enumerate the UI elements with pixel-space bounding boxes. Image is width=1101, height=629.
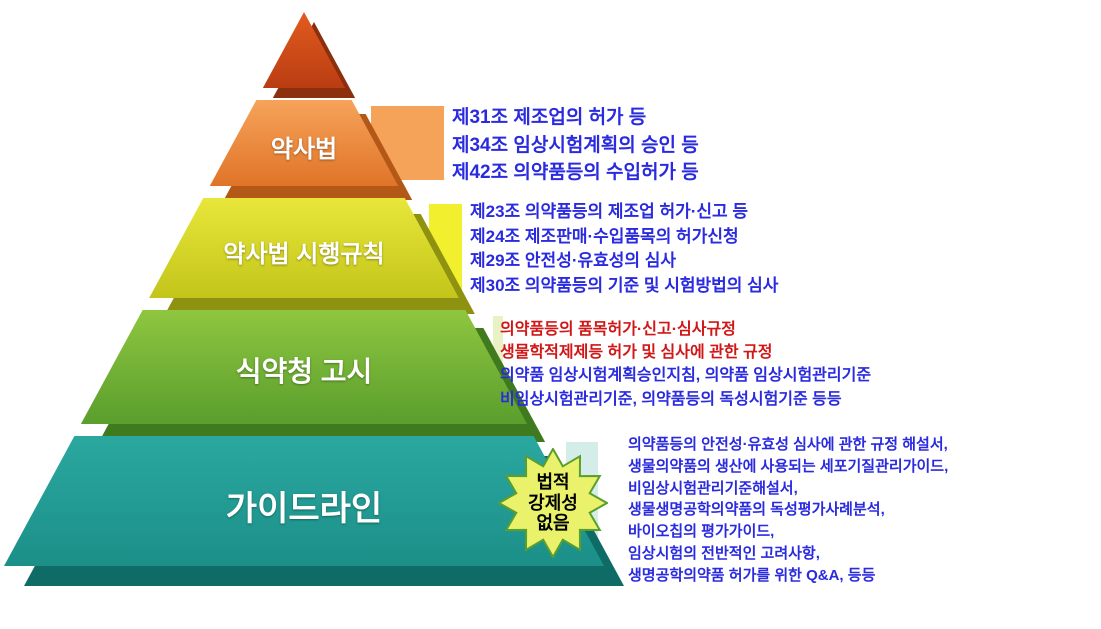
- legal-badge-text: 법적강제성없음: [528, 472, 578, 534]
- desc-guide: 의약품등의 안전성·유효성 심사에 관한 규정 해설서,생물의약품의 생산에 사…: [628, 434, 948, 586]
- desc-rule-line: 제23조 의약품등의 제조업 허가·신고 등: [470, 200, 778, 225]
- desc-guide-line: 생물의약품의 생산에 사용되는 세포기질관리가이드,: [628, 456, 948, 478]
- desc-guide-line: 바이오칩의 평가가이드,: [628, 521, 948, 543]
- desc-guide-line: 비임상시험관리기준해설서,: [628, 478, 948, 500]
- legal-badge-line1: 법적: [528, 472, 578, 493]
- desc-rule-line: 제29조 안전성·유효성의 심사: [470, 249, 778, 274]
- desc-notice-line: 의약품 임상시험계획승인지침, 의약품 임상시험관리기준: [500, 364, 871, 387]
- pyramid-level-notice: 식약청 고시: [81, 310, 527, 442]
- desc-law-line: 제42조 의약품등의 수입허가 등: [452, 159, 699, 187]
- legal-badge: 법적강제성없음: [498, 448, 608, 558]
- desc-law: 제31조 제조업의 허가 등제34조 임상시험계획의 승인 등제42조 의약품등…: [452, 104, 699, 187]
- pyramid-face-apex: [263, 12, 345, 88]
- desc-guide-line: 임상시험의 전반적인 고려사항,: [628, 543, 948, 565]
- desc-law-line: 제31조 제조업의 허가 등: [452, 104, 699, 132]
- desc-guide-line: 의약품등의 안전성·유효성 심사에 관한 규정 해설서,: [628, 434, 948, 456]
- desc-rule: 제23조 의약품등의 제조업 허가·신고 등제24조 제조판매·수입품목의 허가…: [470, 200, 778, 299]
- pyramid-level-apex: [263, 12, 345, 98]
- desc-notice-line: 생물학적제제등 허가 및 심사에 관한 규정: [500, 341, 871, 364]
- pyramid-level-rule: 약사법 시행규칙: [149, 198, 459, 314]
- desc-guide-line: 생물생명공학의약품의 독성평가사례분석,: [628, 499, 948, 521]
- pyramid-label-rule: 약사법 시행규칙: [223, 234, 384, 269]
- pyramid-label-law: 약사법: [271, 129, 337, 164]
- pyramid-label-guide: 가이드라인: [226, 481, 382, 530]
- desc-guide-line: 생명공학의약품 허가를 위한 Q&A, 등등: [628, 565, 948, 587]
- desc-law-line: 제34조 임상시험계획의 승인 등: [452, 132, 699, 160]
- pyramid-label-notice: 식약청 고시: [236, 350, 373, 390]
- desc-rule-line: 제30조 의약품등의 기준 및 시험방법의 심사: [470, 274, 778, 299]
- legal-badge-line3: 없음: [528, 513, 578, 534]
- desc-notice: 의약품등의 품목허가·신고·심사규정생물학적제제등 허가 및 심사에 관한 규정…: [500, 318, 871, 411]
- legal-badge-line2: 강제성: [528, 493, 578, 514]
- desc-notice-line: 비임상시험관리기준, 의약품등의 독성시험기준 등등: [500, 388, 871, 411]
- pyramid-level-law: 약사법: [210, 100, 398, 200]
- desc-rule-line: 제24조 제조판매·수입품목의 허가신청: [470, 225, 778, 250]
- desc-notice-line: 의약품등의 품목허가·신고·심사규정: [500, 318, 871, 341]
